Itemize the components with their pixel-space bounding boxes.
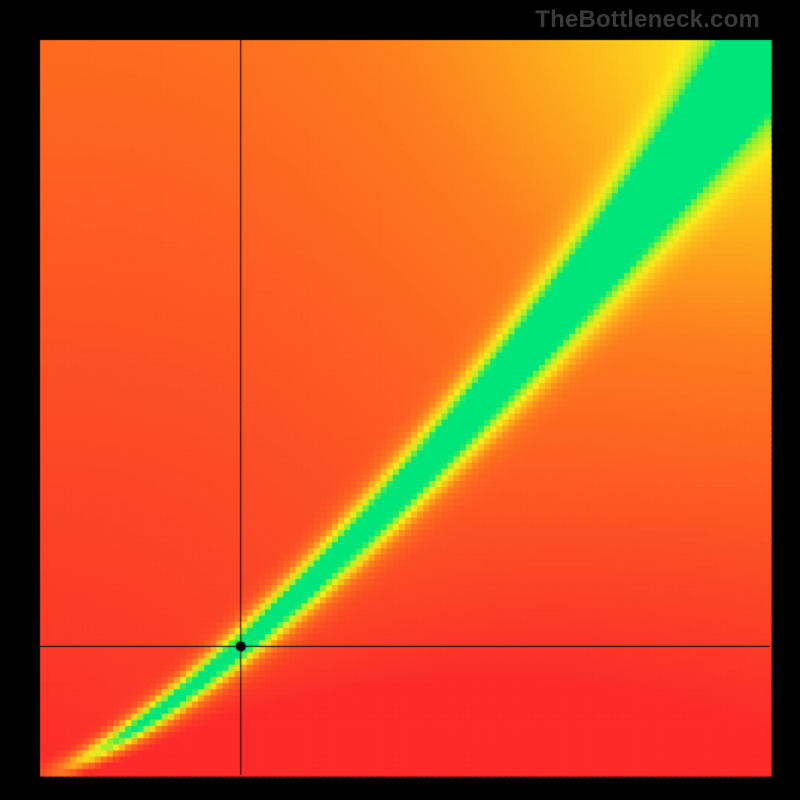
watermark-text: TheBottleneck.com — [535, 6, 760, 34]
chart-container: TheBottleneck.com — [0, 0, 800, 800]
heatmap-canvas-wrap — [0, 0, 800, 800]
heatmap-canvas — [0, 0, 800, 800]
